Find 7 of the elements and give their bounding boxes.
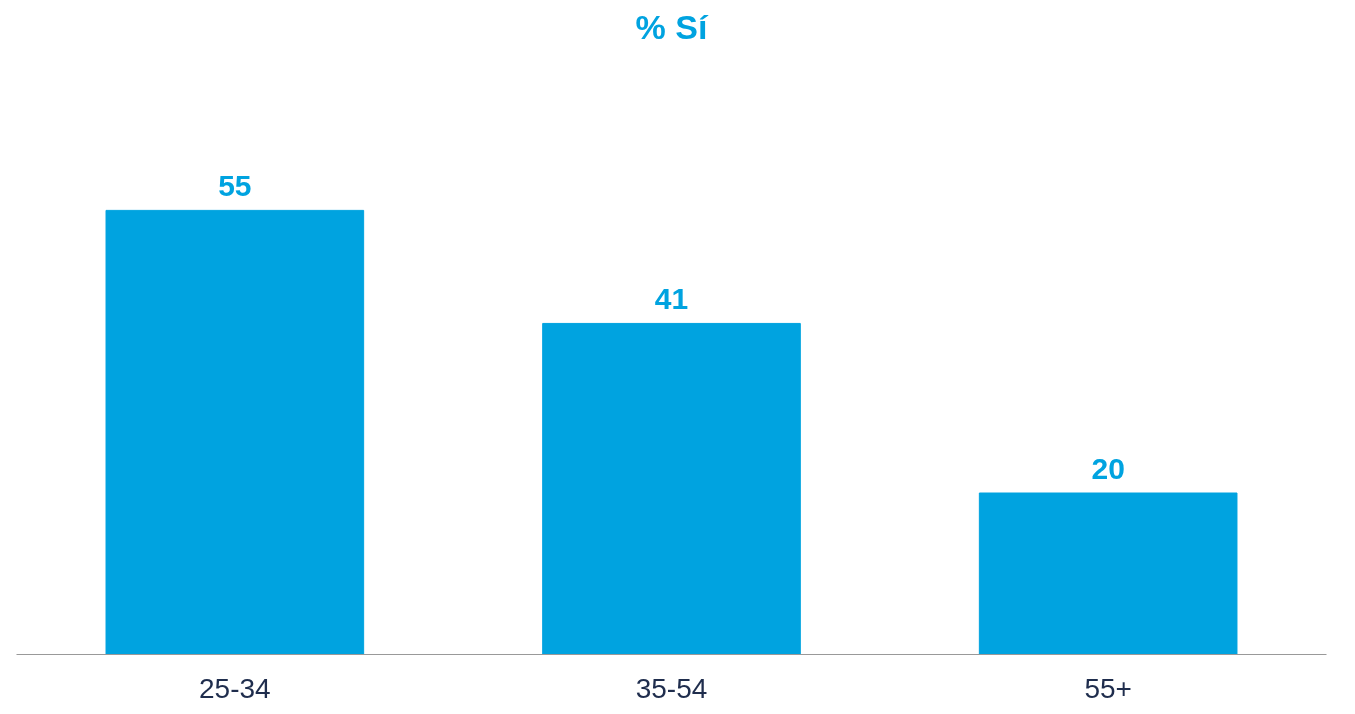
chart-title: % Sí	[635, 7, 709, 46]
data-label: 55	[218, 169, 252, 203]
x-tick-label: 35-54	[635, 672, 708, 704]
x-tick-label: 55+	[1084, 672, 1132, 704]
x-tick-label: 25-34	[199, 672, 271, 704]
data-label: 20	[1091, 452, 1125, 485]
data-label: 41	[654, 282, 689, 316]
